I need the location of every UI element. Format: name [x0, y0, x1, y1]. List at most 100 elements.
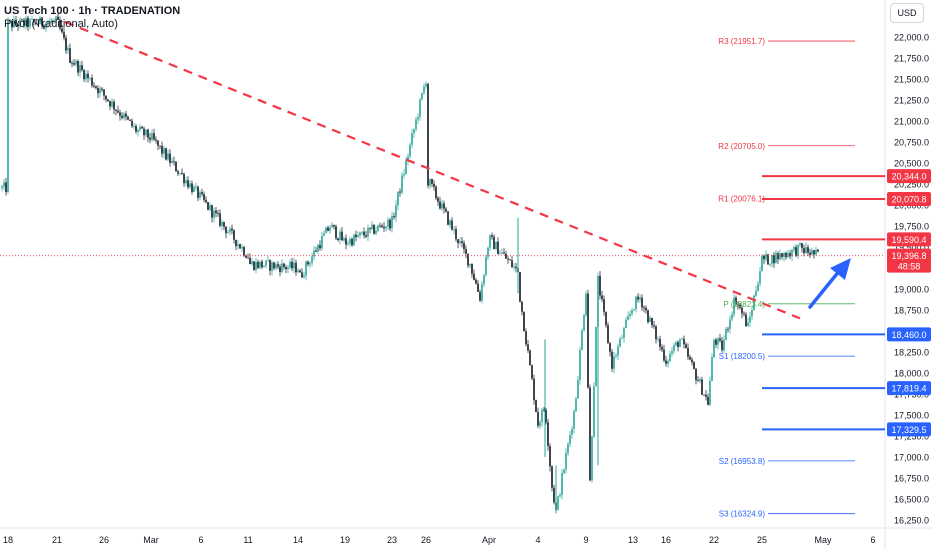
- current-price-tag: [887, 248, 931, 273]
- level-tag-label: 18,460.0: [891, 330, 926, 340]
- candle-body: [197, 186, 199, 198]
- candle-body: [503, 252, 505, 254]
- level-tag: [887, 232, 931, 247]
- candle-body: [559, 494, 561, 497]
- candle-body: [49, 20, 51, 23]
- candle-body: [443, 203, 445, 209]
- candle-body: [181, 173, 183, 174]
- candle-body: [41, 17, 43, 26]
- candle-body: [557, 496, 559, 510]
- candle-body: [775, 253, 777, 264]
- candle-body: [687, 348, 689, 357]
- candle-body: [705, 394, 707, 397]
- candle-body: [63, 32, 65, 38]
- candle-body: [697, 380, 699, 382]
- candle-body: [621, 337, 623, 339]
- candle-body: [227, 232, 229, 234]
- candle-body: [789, 253, 791, 257]
- currency-button[interactable]: USD: [890, 3, 924, 23]
- candle-body: [593, 386, 595, 437]
- candle-body: [325, 227, 327, 234]
- price-tick-label: 21,250.0: [894, 96, 929, 106]
- candle-body: [745, 314, 747, 327]
- candle-body: [239, 244, 241, 249]
- candle-body: [623, 327, 625, 338]
- candle-body: [137, 129, 139, 132]
- pivot-label-r2: R2 (20705.0): [718, 142, 765, 151]
- candle-body: [733, 297, 735, 315]
- candle-body: [527, 344, 529, 351]
- candle-body: [547, 422, 549, 447]
- candle-body: [701, 379, 703, 395]
- candle-body: [747, 322, 749, 327]
- candle-body: [107, 99, 109, 102]
- candle-body: [737, 304, 739, 306]
- time-tick-label: 6: [198, 535, 203, 545]
- candle-body: [659, 339, 661, 347]
- candle-body: [545, 410, 547, 423]
- candle-body: [713, 339, 715, 358]
- candle-body: [539, 422, 541, 426]
- candle-body: [43, 25, 45, 29]
- candle-body: [283, 263, 285, 268]
- candle-body: [451, 220, 453, 230]
- candle-body: [91, 77, 93, 86]
- candle-body: [507, 258, 509, 260]
- candle-body: [767, 254, 769, 265]
- candle-body: [235, 239, 237, 247]
- candle-body: [23, 19, 25, 26]
- candle-body: [699, 379, 701, 382]
- candle-body: [247, 257, 249, 259]
- candle-body: [89, 77, 91, 79]
- candle-body: [591, 436, 593, 481]
- candle-body: [487, 247, 489, 258]
- candle-body: [157, 140, 159, 146]
- candle-body: [353, 234, 355, 246]
- candle-body: [101, 88, 103, 90]
- candle-body: [413, 129, 415, 134]
- candle-body: [513, 266, 515, 268]
- time-tick-label: 18: [3, 535, 13, 545]
- candle-body: [393, 216, 395, 218]
- candle-body: [649, 317, 651, 323]
- candle-body: [113, 101, 115, 110]
- candle-body: [573, 411, 575, 429]
- candle-body: [81, 65, 83, 71]
- candle-body: [581, 330, 583, 351]
- candle-body: [773, 255, 775, 264]
- candle-body: [179, 173, 181, 174]
- candle-body: [231, 228, 233, 231]
- candle-body: [761, 255, 763, 272]
- time-tick-label: 4: [535, 535, 540, 545]
- candle-body: [245, 255, 247, 258]
- candle-body: [339, 231, 341, 241]
- candle-body: [349, 239, 351, 244]
- candle-body: [617, 346, 619, 356]
- candle-body: [491, 235, 493, 237]
- candle-body: [473, 273, 475, 280]
- candle-body: [533, 378, 535, 400]
- candle-body: [771, 255, 773, 264]
- candle-body: [291, 261, 293, 269]
- candle-body: [53, 20, 55, 22]
- candle-body: [275, 264, 277, 269]
- level-tag: [887, 422, 931, 437]
- candle-body: [423, 86, 425, 93]
- candle-body: [427, 83, 429, 186]
- candle-body: [609, 343, 611, 352]
- candle-body: [665, 360, 667, 364]
- candle-body: [549, 446, 551, 467]
- candle-body: [627, 316, 629, 321]
- price-tick-label: 21,500.0: [894, 75, 929, 85]
- candle-body: [541, 409, 543, 423]
- price-tick-label: 17,500.0: [894, 411, 929, 421]
- candle-body: [311, 256, 313, 264]
- candle-body: [583, 314, 585, 331]
- candle-body: [469, 263, 471, 266]
- candle-body: [679, 339, 681, 347]
- candle-body: [79, 65, 81, 73]
- candle-body: [465, 249, 467, 254]
- candle-body: [139, 126, 141, 130]
